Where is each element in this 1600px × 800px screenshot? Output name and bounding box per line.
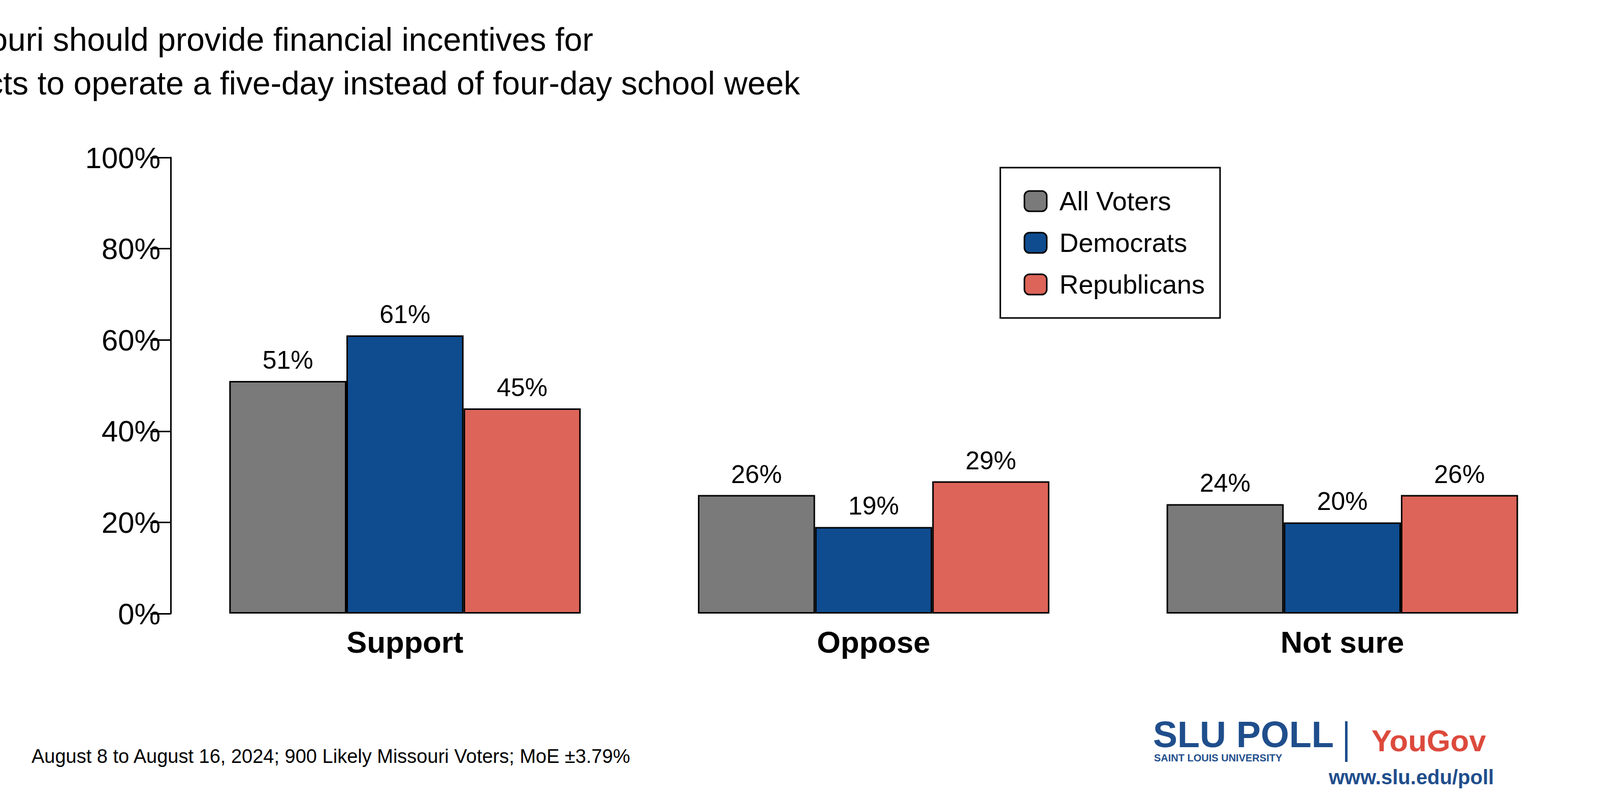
svg-text:100%: 100% [85, 141, 161, 175]
svg-text:60%: 60% [101, 323, 161, 357]
svg-text:45%: 45% [496, 373, 548, 402]
svg-text:20%: 20% [101, 505, 161, 539]
svg-text:YouGov: YouGov [1371, 723, 1487, 758]
svg-text:80%: 80% [101, 232, 161, 266]
svg-text:Republicans: Republicans [1059, 269, 1205, 300]
svg-text:SAINT LOUIS UNIVERSITY: SAINT LOUIS UNIVERSITY [1154, 752, 1283, 764]
svg-text:26%: 26% [730, 460, 782, 489]
svg-text:29%: 29% [965, 446, 1017, 475]
svg-text:www.slu.edu/poll: www.slu.edu/poll [1328, 765, 1494, 789]
svg-text:0%: 0% [117, 597, 161, 631]
svg-text:teacher salaries for school di: teacher salaries for school districts to… [0, 65, 801, 102]
svg-text:SLU POLL: SLU POLL [1153, 714, 1334, 755]
svg-text:August 8 to August 16, 2024; 9: August 8 to August 16, 2024; 900 Likely … [31, 745, 630, 767]
svg-text:24%: 24% [1199, 468, 1251, 498]
svg-text:19%: 19% [848, 491, 900, 521]
svg-text:40%: 40% [101, 414, 161, 448]
svg-text:61%: 61% [379, 300, 431, 329]
svg-text:26%: 26% [1433, 460, 1485, 489]
svg-text:Not sure: Not sure [1280, 625, 1404, 660]
svg-text:All Voters: All Voters [1059, 186, 1172, 216]
svg-text:The State of Missouri should p: The State of Missouri should provide fin… [0, 21, 594, 58]
svg-text:20%: 20% [1317, 487, 1368, 516]
svg-text:51%: 51% [262, 345, 314, 375]
svg-text:Democrats: Democrats [1059, 228, 1188, 258]
svg-text:Oppose: Oppose [816, 625, 931, 660]
svg-text:Support: Support [346, 625, 464, 660]
